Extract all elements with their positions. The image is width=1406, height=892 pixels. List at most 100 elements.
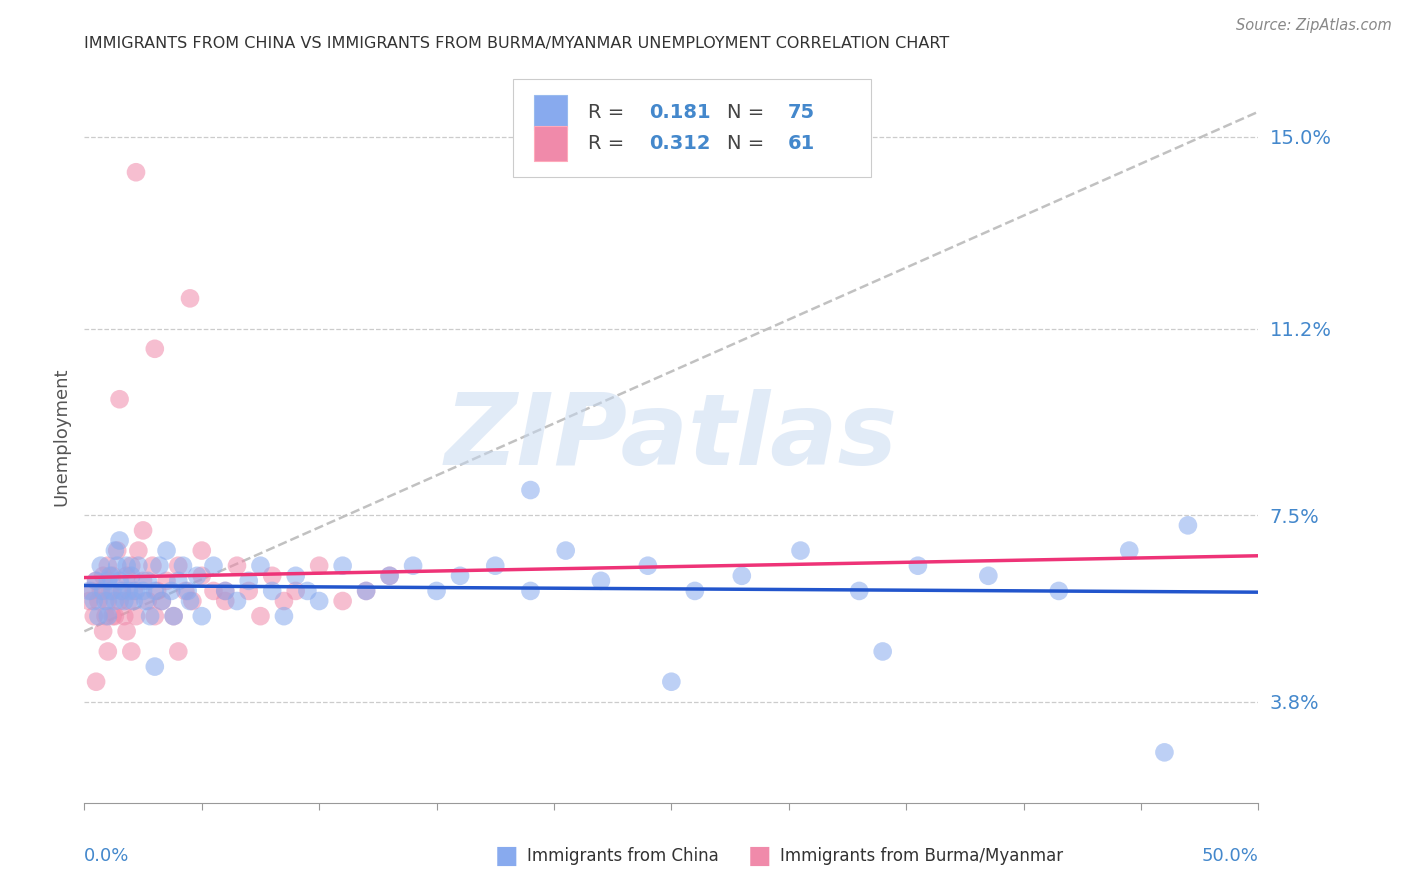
Point xyxy=(273,594,295,608)
Point xyxy=(238,583,260,598)
Point xyxy=(731,569,754,583)
Point xyxy=(332,558,354,573)
Text: Source: ZipAtlas.com: Source: ZipAtlas.com xyxy=(1236,18,1392,33)
Point xyxy=(120,569,142,583)
Point xyxy=(354,583,377,598)
Point xyxy=(112,609,135,624)
Point xyxy=(284,569,307,583)
Point xyxy=(98,569,121,583)
Point xyxy=(167,644,190,658)
Point xyxy=(167,558,190,573)
Point xyxy=(136,594,159,608)
Point xyxy=(332,594,354,608)
Point xyxy=(91,569,114,583)
Point xyxy=(98,583,121,598)
Point xyxy=(191,543,214,558)
Text: R =: R = xyxy=(588,135,630,153)
Point xyxy=(907,558,929,573)
Point xyxy=(132,583,155,598)
Point xyxy=(108,392,131,407)
Point xyxy=(262,583,284,598)
Point xyxy=(554,543,576,558)
Text: 0.312: 0.312 xyxy=(650,135,710,153)
Point xyxy=(160,583,183,598)
Point xyxy=(150,594,173,608)
Point xyxy=(354,583,377,598)
Point xyxy=(108,574,131,588)
Point xyxy=(150,594,173,608)
Point xyxy=(202,583,225,598)
Point xyxy=(122,583,145,598)
Point xyxy=(90,558,112,573)
Point xyxy=(87,594,110,608)
Point xyxy=(378,569,401,583)
Point xyxy=(127,543,149,558)
Point xyxy=(214,594,236,608)
Point xyxy=(155,543,177,558)
Point xyxy=(84,574,107,588)
Point xyxy=(249,609,271,624)
Point xyxy=(84,574,107,588)
Point xyxy=(143,659,166,673)
Point xyxy=(179,594,201,608)
Point xyxy=(872,644,894,658)
Point xyxy=(105,543,128,558)
Point xyxy=(238,574,260,588)
Point xyxy=(226,594,249,608)
Point xyxy=(83,594,105,608)
Point xyxy=(155,574,177,588)
FancyBboxPatch shape xyxy=(513,78,870,178)
Point xyxy=(94,594,117,608)
Point xyxy=(181,594,204,608)
Point xyxy=(402,558,425,573)
Text: ZIPatlas: ZIPatlas xyxy=(444,389,898,485)
Point xyxy=(139,609,162,624)
Point xyxy=(167,574,190,588)
Point xyxy=(120,644,142,658)
Point xyxy=(1177,518,1199,533)
Text: 75: 75 xyxy=(787,103,814,122)
Point xyxy=(143,583,166,598)
Point xyxy=(136,574,159,588)
Point xyxy=(146,583,169,598)
Point xyxy=(101,569,124,583)
Text: N =: N = xyxy=(727,103,770,122)
FancyBboxPatch shape xyxy=(534,126,567,161)
Text: ■: ■ xyxy=(495,845,517,868)
Point xyxy=(120,558,142,573)
Point xyxy=(115,558,138,573)
Point xyxy=(105,558,128,573)
Text: 61: 61 xyxy=(787,135,815,153)
Point xyxy=(143,609,166,624)
Point xyxy=(143,342,166,356)
Point xyxy=(132,574,155,588)
Point xyxy=(97,558,120,573)
Point xyxy=(87,609,110,624)
Point xyxy=(91,624,114,639)
Point xyxy=(104,594,127,608)
Point xyxy=(789,543,811,558)
Point xyxy=(186,569,208,583)
Point xyxy=(111,583,134,598)
Point xyxy=(519,583,541,598)
Text: Immigrants from China: Immigrants from China xyxy=(527,847,718,865)
Point xyxy=(91,583,114,598)
Point xyxy=(115,569,138,583)
Text: Immigrants from Burma/Myanmar: Immigrants from Burma/Myanmar xyxy=(780,847,1063,865)
Text: R =: R = xyxy=(588,103,630,122)
Point xyxy=(97,609,120,624)
Point xyxy=(1118,543,1140,558)
Point xyxy=(284,583,307,598)
Point xyxy=(172,558,194,573)
Point xyxy=(104,543,127,558)
Point xyxy=(1153,745,1175,759)
Point xyxy=(176,583,198,598)
Point xyxy=(101,583,124,598)
Point xyxy=(484,558,506,573)
Point xyxy=(108,594,131,608)
Point xyxy=(214,583,236,598)
Point xyxy=(125,609,148,624)
Point xyxy=(104,609,127,624)
FancyBboxPatch shape xyxy=(534,95,567,130)
Point xyxy=(134,594,156,608)
